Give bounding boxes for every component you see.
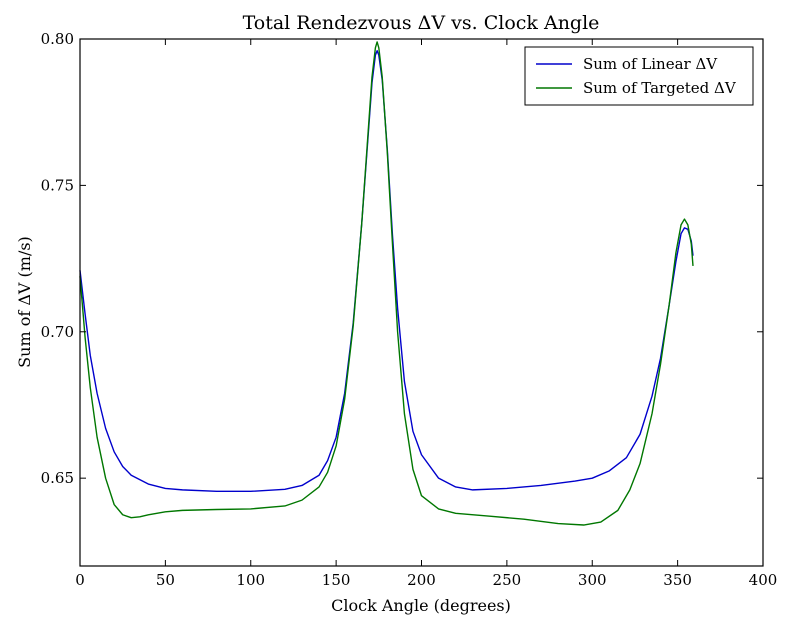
x-tick-label: 300 bbox=[578, 571, 607, 589]
y-tick-label: 0.70 bbox=[41, 323, 74, 341]
y-axis: 0.65 0.70 0.75 0.80 bbox=[41, 30, 763, 487]
x-tick-label: 200 bbox=[407, 571, 436, 589]
x-axis: 0 50 100 150 200 250 300 350 400 bbox=[75, 39, 777, 589]
x-tick-label: 0 bbox=[75, 571, 85, 589]
x-tick-label: 350 bbox=[663, 571, 692, 589]
legend-label-1: Sum of Targeted ΔV bbox=[583, 79, 737, 97]
x-tick-label: 100 bbox=[236, 571, 265, 589]
y-tick-label: 0.80 bbox=[41, 30, 74, 48]
legend-label-0: Sum of Linear ΔV bbox=[583, 55, 718, 73]
y-tick-label: 0.65 bbox=[41, 469, 74, 487]
legend: Sum of Linear ΔV Sum of Targeted ΔV bbox=[524, 46, 754, 106]
x-tick-label: 50 bbox=[156, 571, 175, 589]
series-line-1 bbox=[79, 41, 694, 526]
y-tick-label: 0.75 bbox=[41, 176, 74, 194]
x-tick-label: 250 bbox=[493, 571, 522, 589]
series-layer bbox=[79, 41, 694, 526]
x-axis-label: Clock Angle (degrees) bbox=[331, 596, 511, 615]
legend-box bbox=[524, 46, 754, 106]
x-tick-label: 400 bbox=[749, 571, 778, 589]
x-tick-label: 150 bbox=[322, 571, 351, 589]
y-axis-label: Sum of ΔV (m/s) bbox=[15, 236, 34, 368]
chart-title: Total Rendezvous ΔV vs. Clock Angle bbox=[243, 12, 600, 34]
